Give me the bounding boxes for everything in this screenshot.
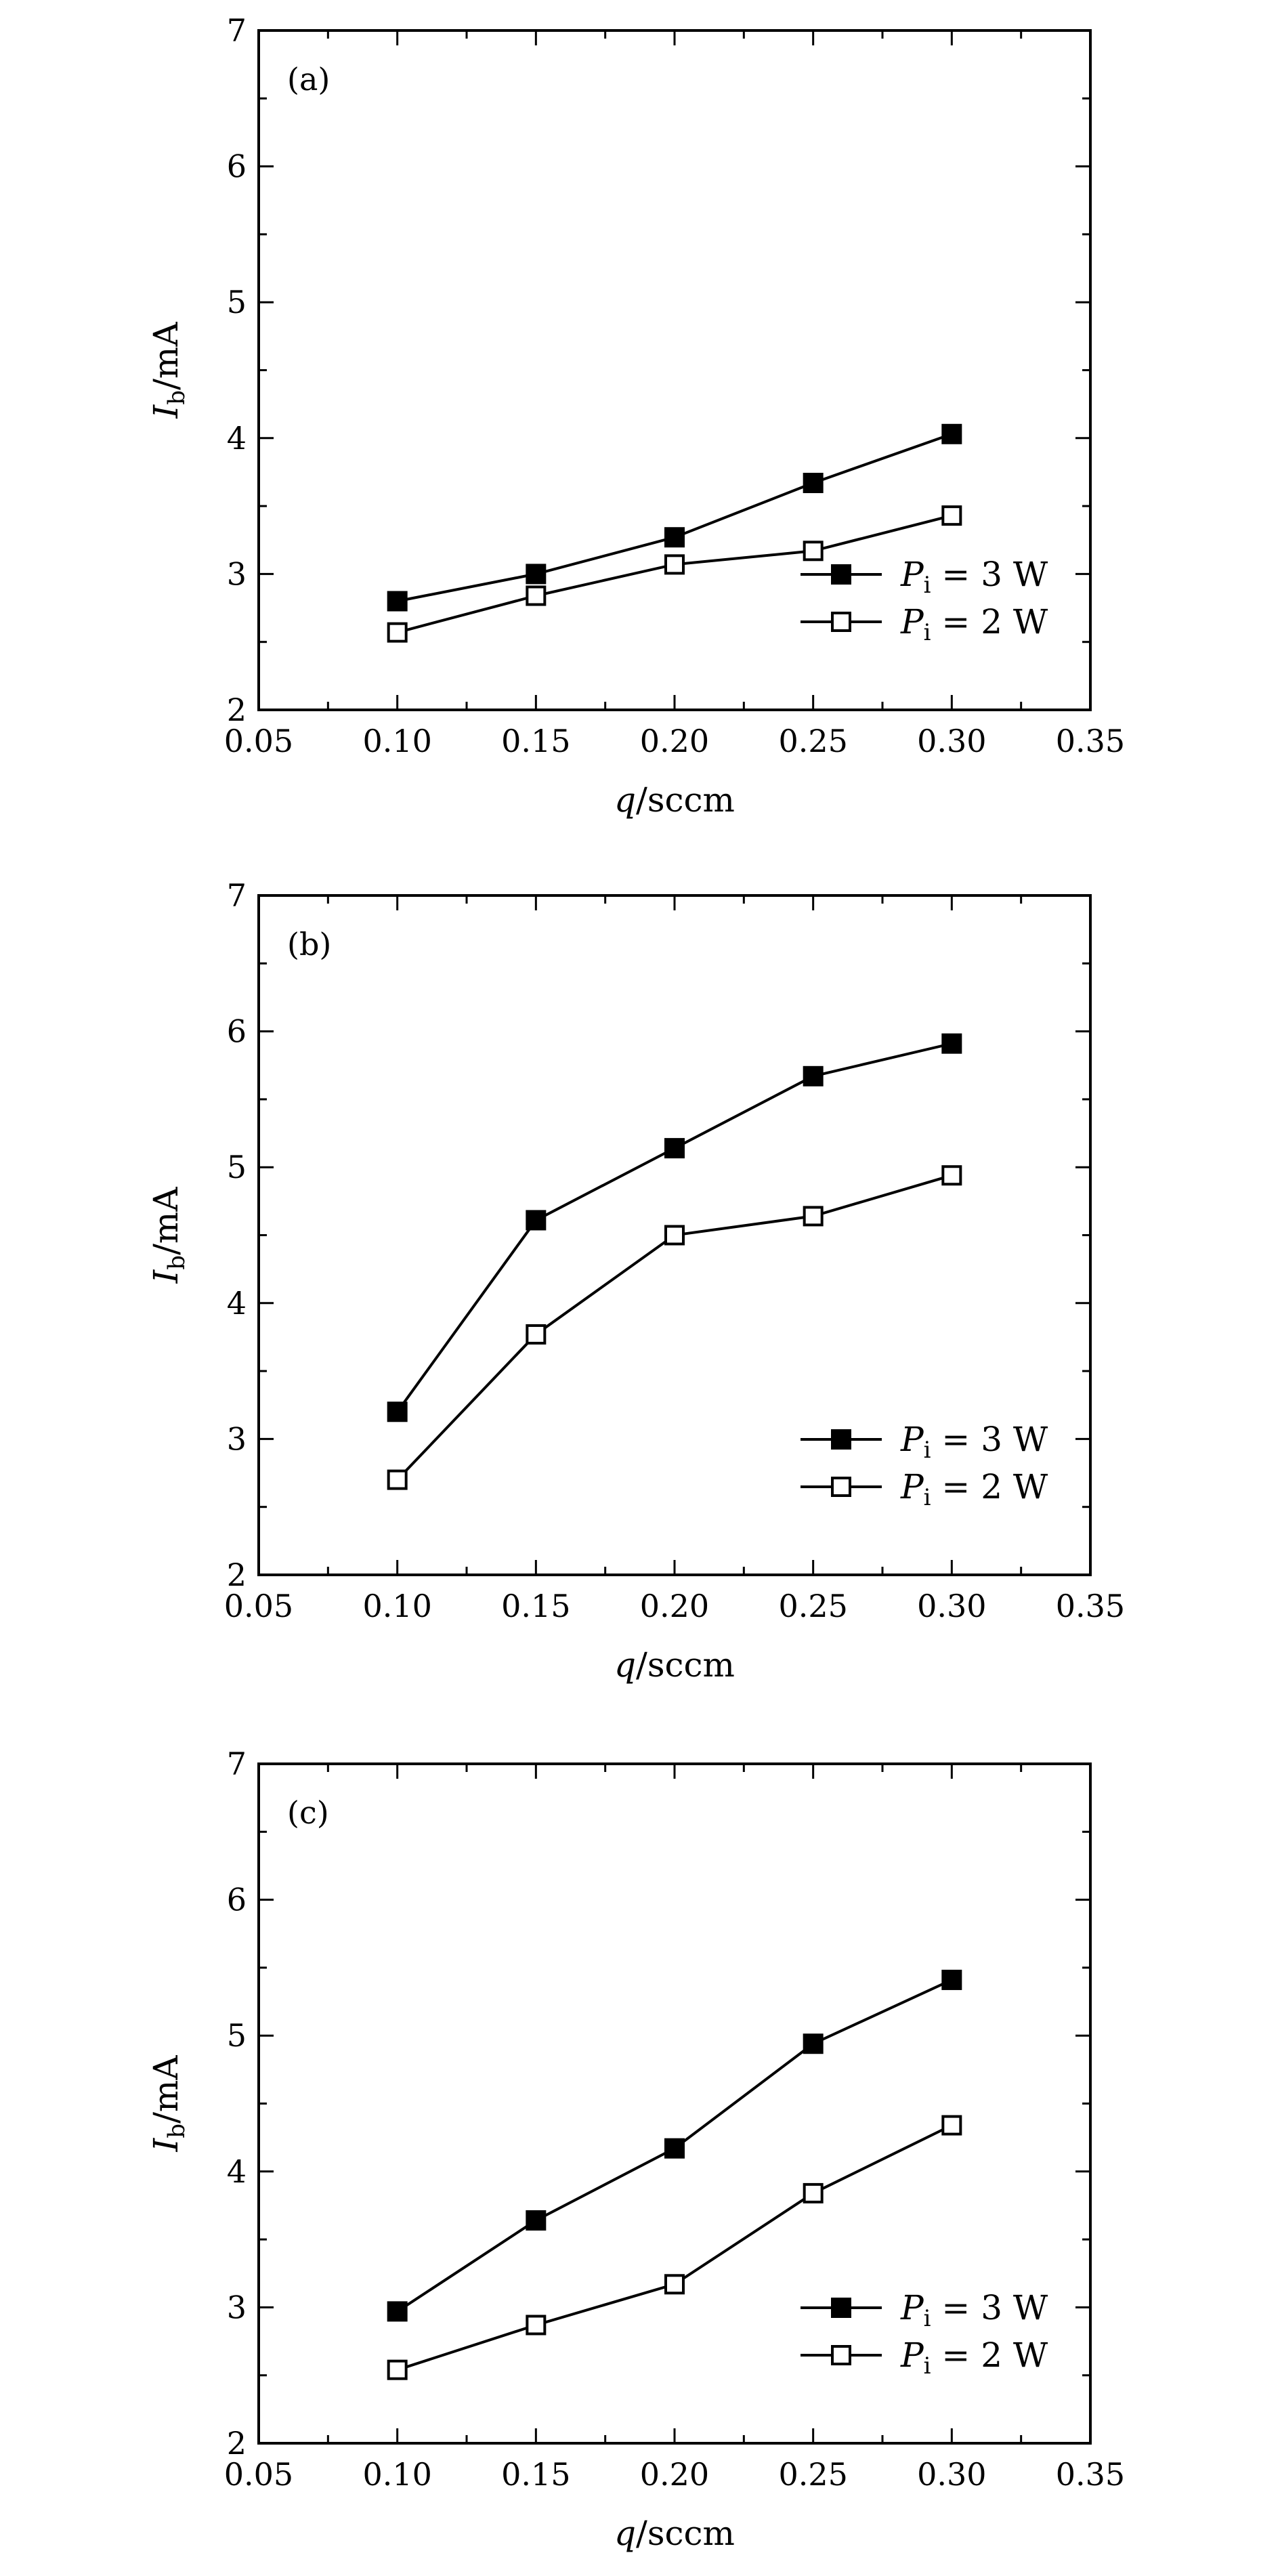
legend-label-1: Pi = 3 W <box>900 555 1048 599</box>
data-point-marker <box>803 472 824 493</box>
x-tick-label: 0.20 <box>640 723 709 759</box>
data-point-marker <box>664 554 685 575</box>
y-tick-label: 3 <box>227 1420 247 1457</box>
chart-panel-2: 0.05 0.10 0.15 0.20 0.25 0.30 0.35 2 3 4 5 6 7 (b) q/s… <box>146 877 1125 1685</box>
data-point-marker <box>387 1469 408 1490</box>
y-tick-label: 2 <box>227 692 247 728</box>
y-axis-label: Ib/mA <box>146 1187 190 1284</box>
data-point-marker <box>803 1206 824 1227</box>
data-point-marker <box>664 2138 685 2159</box>
data-point-marker <box>526 2315 547 2336</box>
legend-label-2: Pi = 2 W <box>900 602 1048 646</box>
data-point-marker <box>664 1138 685 1159</box>
legend-label-1: Pi = 3 W <box>900 1420 1048 1464</box>
x-tick-label: 0.10 <box>362 1588 431 1624</box>
data-point-marker <box>664 2274 685 2295</box>
legend-marker-1 <box>831 2298 851 2318</box>
y-tick-label: 2 <box>227 1557 247 1593</box>
y-tick-label: 7 <box>227 877 247 914</box>
x-tick-label: 0.25 <box>778 723 847 759</box>
x-tick-label: 0.15 <box>501 1588 570 1624</box>
y-tick-label: 5 <box>227 284 247 320</box>
data-point-marker <box>941 1165 962 1186</box>
data-point-marker <box>526 585 547 606</box>
legend-label-2: Pi = 2 W <box>900 1467 1048 1511</box>
data-point-marker <box>664 1225 685 1246</box>
x-tick-label: 0.05 <box>224 723 293 759</box>
x-tick-label: 0.15 <box>501 2456 570 2493</box>
legend-label-1: Pi = 3 W <box>900 2288 1048 2332</box>
y-tick-label: 4 <box>227 420 247 457</box>
y-tick-label: 3 <box>227 2289 247 2325</box>
legend-marker-2 <box>831 612 851 632</box>
x-tick-label: 0.30 <box>917 1588 986 1624</box>
legend-label-2: Pi = 2 W <box>900 2336 1048 2380</box>
x-axis-label: q/sccm <box>614 1645 735 1685</box>
data-point-marker <box>941 2115 962 2136</box>
chart-panel-3: 0.05 0.10 0.15 0.20 0.25 0.30 0.35 2 3 4 5 6 7 (c) q/s… <box>146 1746 1125 2553</box>
x-tick-label: 0.30 <box>917 723 986 759</box>
data-point-marker <box>387 591 408 612</box>
y-tick-label: 7 <box>227 1746 247 1782</box>
x-tick-label: 0.30 <box>917 2456 986 2493</box>
data-point-marker <box>526 1210 547 1231</box>
data-point-marker <box>803 2182 824 2203</box>
data-point-marker <box>803 1065 824 1086</box>
x-tick-label: 0.05 <box>224 2456 293 2493</box>
x-tick-label: 0.10 <box>362 2456 431 2493</box>
y-tick-label: 5 <box>227 1149 247 1185</box>
y-tick-label: 3 <box>227 555 247 592</box>
data-point-marker <box>941 1033 962 1054</box>
y-tick-label: 2 <box>227 2425 247 2462</box>
data-point-marker <box>941 505 962 526</box>
legend-marker-1 <box>831 1429 851 1450</box>
x-axis-label: q/sccm <box>614 780 735 820</box>
data-point-marker <box>526 564 547 585</box>
y-tick-label: 6 <box>227 1882 247 1918</box>
legend-marker-2 <box>831 1477 851 1497</box>
panel-label: (b) <box>287 926 331 963</box>
series-line-2 <box>397 2124 953 2371</box>
y-tick-label: 6 <box>227 148 247 185</box>
data-point-marker <box>664 527 685 548</box>
data-point-marker <box>387 2359 408 2380</box>
x-tick-label: 0.35 <box>1056 2456 1125 2493</box>
data-point-marker <box>941 1969 962 1990</box>
series-line-1 <box>397 432 952 603</box>
panel-label: (c) <box>287 1794 329 1831</box>
y-tick-label: 6 <box>227 1013 247 1050</box>
y-axis-label: Ib/mA <box>146 322 190 419</box>
x-tick-label: 0.20 <box>640 2456 709 2493</box>
x-axis-label: q/sccm <box>614 2514 735 2553</box>
x-tick-label: 0.05 <box>224 1588 293 1624</box>
x-tick-label: 0.15 <box>501 723 570 759</box>
legend-marker-1 <box>831 564 851 585</box>
x-tick-label: 0.35 <box>1056 723 1125 759</box>
x-tick-label: 0.20 <box>640 1588 709 1624</box>
y-tick-label: 4 <box>227 2153 247 2190</box>
data-point-marker <box>526 2210 547 2231</box>
y-tick-label: 7 <box>227 12 247 49</box>
panel-label: (a) <box>287 61 330 98</box>
legend-marker-2 <box>831 2345 851 2365</box>
data-point-marker <box>387 1401 408 1422</box>
chart-panel-1: 0.05 0.10 0.15 0.20 0.25 0.30 0.35 2 3 4 5 6 7 (a) q/s… <box>146 12 1125 820</box>
y-tick-label: 5 <box>227 2017 247 2054</box>
data-point-marker <box>803 2033 824 2054</box>
data-point-marker <box>803 541 824 562</box>
data-point-marker <box>941 423 962 444</box>
x-tick-label: 0.25 <box>778 1588 847 1624</box>
x-tick-label: 0.25 <box>778 2456 847 2493</box>
series-line-2 <box>396 1174 952 1481</box>
data-point-marker <box>387 2301 408 2322</box>
y-tick-label: 4 <box>227 1285 247 1322</box>
y-axis-label: Ib/mA <box>146 2055 190 2153</box>
data-point-marker <box>526 1324 547 1345</box>
x-tick-label: 0.10 <box>362 723 431 759</box>
x-tick-label: 0.35 <box>1056 1588 1125 1624</box>
data-point-marker <box>387 622 408 643</box>
